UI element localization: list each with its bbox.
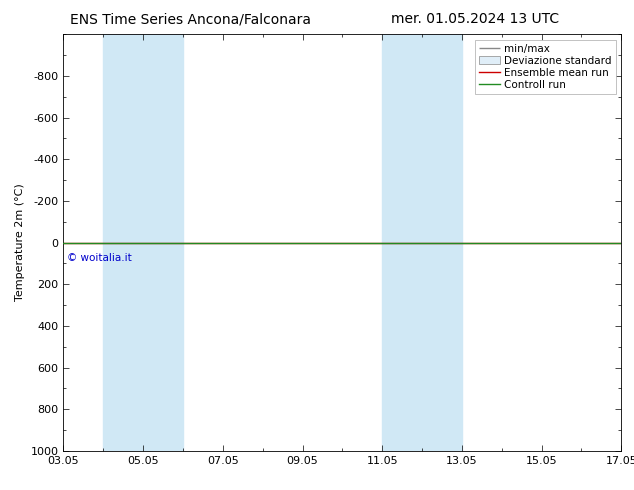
Legend: min/max, Deviazione standard, Ensemble mean run, Controll run: min/max, Deviazione standard, Ensemble m…	[476, 40, 616, 94]
Text: © woitalia.it: © woitalia.it	[67, 253, 132, 263]
Bar	[382, 34, 462, 451]
Text: ENS Time Series Ancona/Falconara: ENS Time Series Ancona/Falconara	[70, 12, 311, 26]
Bar	[103, 34, 183, 451]
Y-axis label: Temperature 2m (°C): Temperature 2m (°C)	[15, 184, 25, 301]
Text: mer. 01.05.2024 13 UTC: mer. 01.05.2024 13 UTC	[391, 12, 560, 26]
